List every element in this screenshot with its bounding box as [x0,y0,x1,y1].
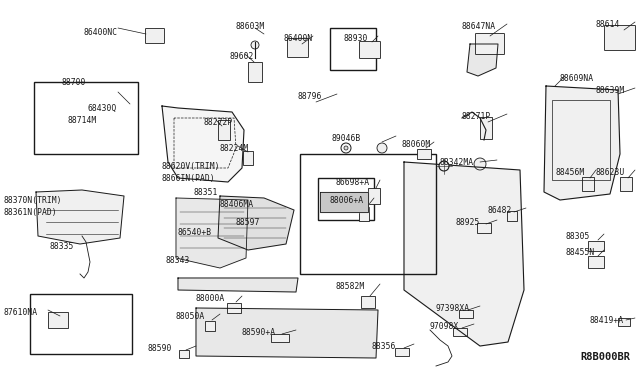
FancyBboxPatch shape [395,348,409,356]
Text: 88603M: 88603M [236,22,265,31]
Bar [330,28,376,70]
FancyBboxPatch shape [179,350,189,358]
Text: 88609NA: 88609NA [560,74,594,83]
FancyBboxPatch shape [248,62,262,82]
Text: 89602: 89602 [229,52,253,61]
Text: 88224M: 88224M [220,144,249,153]
Text: 88925: 88925 [455,218,479,227]
Text: 88590+A: 88590+A [242,328,276,337]
Text: 88335: 88335 [50,242,74,251]
Text: 88271P: 88271P [462,112,492,121]
Text: 88597: 88597 [236,218,260,227]
Polygon shape [178,278,298,292]
Bar [30,294,132,354]
FancyBboxPatch shape [48,312,68,328]
Polygon shape [404,162,524,346]
Text: 88614: 88614 [596,20,620,29]
FancyBboxPatch shape [287,38,308,58]
FancyBboxPatch shape [588,256,604,268]
Text: 68430Q: 68430Q [87,104,116,113]
Text: 88351: 88351 [193,188,218,197]
Polygon shape [320,192,368,212]
Circle shape [439,161,449,171]
FancyBboxPatch shape [359,207,369,221]
Text: 86698+A: 86698+A [336,178,370,187]
Text: 88006+A: 88006+A [330,196,364,205]
Text: 88714M: 88714M [68,116,97,125]
Polygon shape [176,198,248,268]
Text: 88050A: 88050A [176,312,205,321]
Text: 88060M: 88060M [402,140,431,149]
Text: 88647NA: 88647NA [462,22,496,31]
FancyBboxPatch shape [459,310,473,318]
Text: 88000A: 88000A [196,294,225,303]
Text: 97398XA: 97398XA [436,304,470,313]
Polygon shape [544,86,620,200]
Text: 87610NA: 87610NA [4,308,38,317]
FancyBboxPatch shape [453,328,467,336]
Circle shape [474,158,486,170]
Text: 88361N(PAD): 88361N(PAD) [4,208,58,217]
FancyBboxPatch shape [477,223,491,233]
Text: 8866IN(PAD): 8866IN(PAD) [162,174,216,183]
FancyBboxPatch shape [145,29,164,44]
Text: 88639M: 88639M [596,86,625,95]
Text: 88455N: 88455N [566,248,595,257]
Text: 89046B: 89046B [332,134,361,143]
Text: 88305: 88305 [566,232,590,241]
Text: 88356: 88356 [372,342,396,351]
Text: 88796: 88796 [298,92,323,101]
FancyBboxPatch shape [218,120,230,140]
Polygon shape [162,106,244,182]
Circle shape [251,41,259,49]
Text: 86400N: 86400N [283,34,312,43]
Polygon shape [196,308,378,358]
Text: 86400NC: 86400NC [84,28,118,37]
Bar [300,154,436,274]
FancyBboxPatch shape [271,334,289,342]
FancyBboxPatch shape [618,318,630,326]
FancyBboxPatch shape [227,303,241,313]
FancyBboxPatch shape [417,149,431,159]
Text: 88590: 88590 [148,344,172,353]
FancyBboxPatch shape [476,33,504,55]
Text: 88620V(TRIM): 88620V(TRIM) [162,162,221,171]
Text: 88700: 88700 [62,78,86,87]
Circle shape [344,146,348,150]
FancyBboxPatch shape [360,42,381,58]
FancyBboxPatch shape [205,321,215,331]
FancyBboxPatch shape [361,296,375,308]
Text: 88930: 88930 [343,34,367,43]
Text: 88406MA: 88406MA [220,200,254,209]
Text: 86482: 86482 [487,206,511,215]
Text: 88623U: 88623U [596,168,625,177]
Text: 88342MA: 88342MA [440,158,474,167]
Text: 86540+B: 86540+B [178,228,212,237]
Circle shape [341,143,351,153]
Text: 88582M: 88582M [336,282,365,291]
Polygon shape [218,196,294,250]
FancyBboxPatch shape [620,177,632,191]
Text: 88343: 88343 [165,256,189,265]
Bar [318,178,374,220]
FancyBboxPatch shape [480,117,492,139]
Text: 97098X: 97098X [430,322,460,331]
FancyBboxPatch shape [588,241,604,251]
Polygon shape [467,44,498,76]
Text: R8B000BR: R8B000BR [580,352,630,362]
Text: 88272P: 88272P [203,118,232,127]
Circle shape [377,143,387,153]
Bar [552,100,610,180]
FancyBboxPatch shape [507,211,517,221]
FancyBboxPatch shape [368,188,380,204]
Text: 88456M: 88456M [556,168,585,177]
Text: 88370N(TRIM): 88370N(TRIM) [4,196,63,205]
Polygon shape [36,190,124,244]
FancyBboxPatch shape [243,151,253,165]
FancyBboxPatch shape [582,177,594,191]
FancyBboxPatch shape [605,26,636,51]
Bar [34,82,138,154]
Text: 88419+A: 88419+A [590,316,624,325]
